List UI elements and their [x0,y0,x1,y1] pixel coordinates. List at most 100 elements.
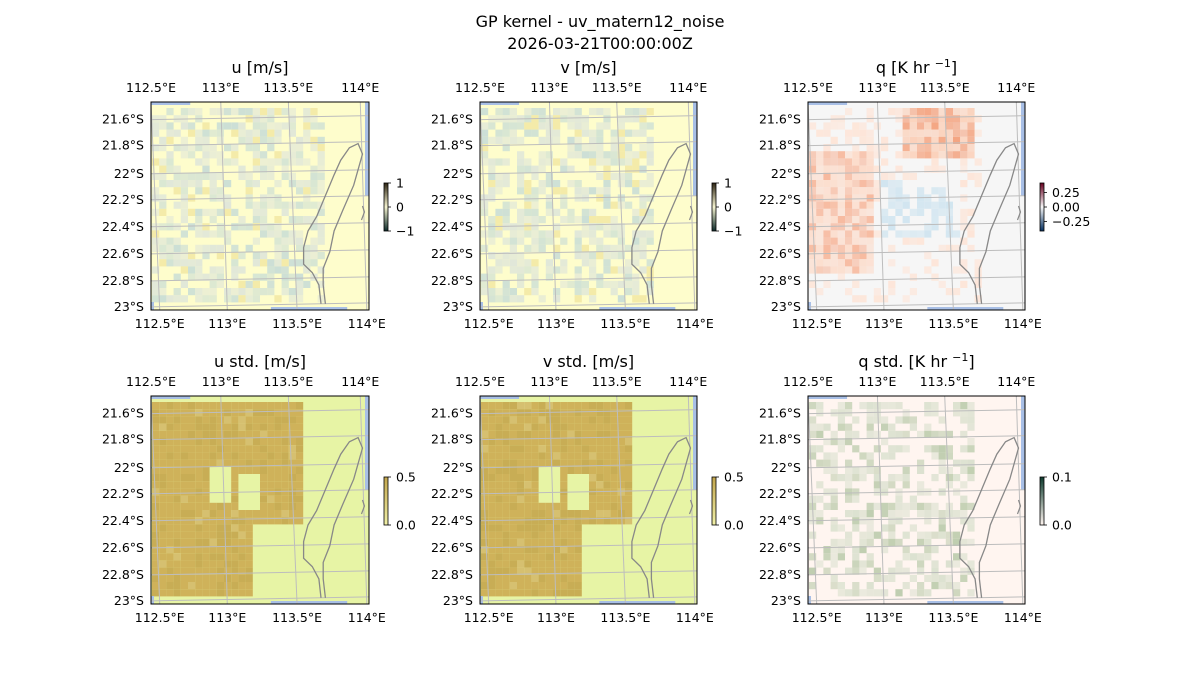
heatmap-cell [488,488,496,496]
heatmap-cell [224,546,232,554]
heatmap-cell [166,466,174,474]
heatmap-cell [610,266,618,274]
heatmap-cell [152,237,160,245]
heatmap-cell [502,108,510,116]
heatmap-cell [188,423,196,431]
heatmap-cell [560,474,568,482]
heatmap-cell [909,524,917,532]
heatmap-cell [816,158,824,166]
heatmap-cell [531,108,539,116]
heatmap-cell [625,115,633,123]
heatmap-cell [188,430,196,438]
heatmap-cell [509,546,517,554]
heatmap-cell [245,108,253,116]
heatmap-cell [895,151,903,159]
heatmap-cell [481,589,489,597]
heatmap-cell [216,252,224,260]
heatmap-cell [481,136,489,144]
parallel [807,249,1026,255]
heatmap-cell [180,481,188,489]
heatmap-cell [195,230,203,238]
heatmap-cell [488,136,496,144]
heatmap-cell [252,438,260,446]
heatmap-cell [509,438,517,446]
heatmap-cell [281,266,289,274]
lat-tick: 22.6°S [759,246,801,261]
parallel [150,516,370,522]
heatmap-cell [216,136,224,144]
heatmap-cell [281,151,289,159]
heatmap-cell [252,259,260,267]
heatmap-cell [931,560,939,568]
heatmap-cell [509,474,517,482]
heatmap-cell [195,223,203,231]
heatmap-cell [481,474,489,482]
heatmap-cell [845,510,853,518]
heatmap-cell [845,567,853,575]
heatmap-cell [310,165,318,173]
heatmap-cell [646,136,654,144]
heatmap-cell [553,510,561,518]
heatmap-cell [252,201,260,209]
heatmap-cell [502,208,510,216]
heatmap-cell [517,208,525,216]
heatmap-cell [231,452,239,460]
heatmap-cell [881,136,889,144]
heatmap-cell [159,531,167,539]
lat-tick: 22.2°S [759,192,801,207]
heatmap-cell [888,574,896,582]
lon-tick-bottom: 113°E [537,316,575,331]
heatmap-cell [238,459,246,467]
heatmap-cell [509,416,517,424]
heatmap-cell [845,459,853,467]
heatmap-cell [509,295,517,303]
heatmap-cell [567,151,575,159]
heatmap-cell [209,524,217,532]
heatmap-cell [945,560,953,568]
heatmap-cell [238,416,246,424]
parallel [150,115,370,121]
heatmap-cell [581,288,589,296]
heatmap-cell [809,416,817,424]
heatmap-cell [488,266,496,274]
heatmap-cell [581,129,589,137]
heatmap-cell [945,151,953,159]
heatmap-cell [166,459,174,467]
heatmap-cell [823,259,831,267]
heatmap-cell [945,288,953,296]
heatmap-cell [202,474,210,482]
heatmap-cell [231,252,239,260]
heatmap-cell [560,280,568,288]
heatmap-cell [830,194,838,202]
heatmap-cell [188,172,196,180]
heatmap-cell [188,402,196,410]
heatmap-cell [531,122,539,130]
heatmap-cell [238,172,246,180]
heatmap-cell [560,445,568,453]
heatmap-cell [553,409,561,417]
heatmap-cell [274,252,282,260]
heatmap-cell [531,187,539,195]
heatmap-cell [873,180,881,188]
heatmap-cell [909,151,917,159]
heatmap-cell [823,452,831,460]
heatmap-cell [567,589,575,597]
heatmap-cell [231,158,239,166]
heatmap-cell [488,553,496,561]
heatmap-cell [202,273,210,281]
lon-tick-top: 114°E [997,80,1035,95]
heatmap-cell [260,216,268,224]
heatmap-cell [310,273,318,281]
heatmap-cell [538,538,546,546]
heatmap-cell [481,481,489,489]
heatmap-cell [216,553,224,561]
heatmap-cell [967,445,975,453]
heatmap-cell [589,445,597,453]
heatmap-cell [632,165,640,173]
heatmap-cell [845,158,853,166]
heatmap-cell [610,474,618,482]
heatmap-cell [625,517,633,525]
heatmap-cell [567,567,575,575]
heatmap-cell [938,165,946,173]
lat-tick: 23°S [771,299,801,314]
